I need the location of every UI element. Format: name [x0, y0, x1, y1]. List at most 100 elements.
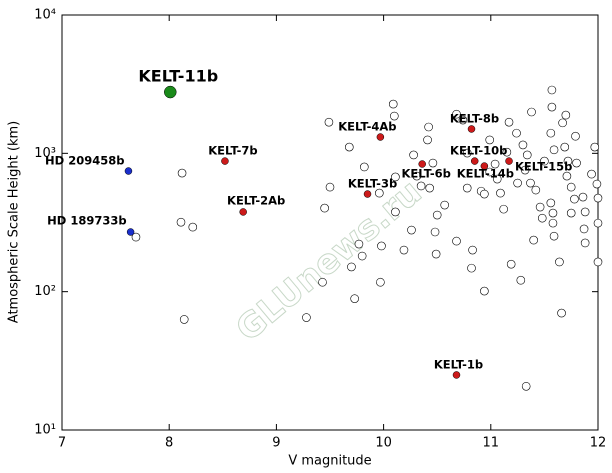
point — [547, 85, 557, 95]
point — [388, 99, 398, 109]
point — [354, 239, 364, 249]
point — [179, 315, 189, 324]
point — [590, 142, 600, 152]
point — [431, 249, 441, 259]
point — [425, 183, 434, 193]
highlight-point — [239, 208, 247, 216]
point-label: KELT-4Ab — [338, 120, 396, 134]
point — [325, 182, 335, 192]
highlight-point — [124, 167, 133, 175]
point — [537, 213, 547, 223]
point — [462, 148, 472, 158]
highlight-point — [376, 133, 385, 141]
y-tick-label: 10² — [34, 284, 56, 299]
point-label: KELT-11b — [138, 67, 218, 86]
point — [579, 224, 589, 234]
point-label: KELT-10b — [450, 144, 507, 158]
point — [502, 147, 512, 157]
point — [357, 251, 367, 261]
point — [520, 165, 530, 175]
point — [131, 232, 141, 242]
x-tick-label: 8 — [165, 436, 173, 451]
point — [480, 189, 489, 199]
point — [555, 257, 564, 267]
point — [560, 142, 570, 152]
point — [490, 159, 500, 169]
point — [458, 115, 468, 125]
highlight-point — [505, 157, 513, 165]
point — [452, 109, 461, 119]
highlight-point — [452, 371, 461, 379]
point — [578, 192, 588, 202]
y-tick-label: 10³ — [34, 146, 56, 161]
point — [360, 162, 369, 172]
point-label: KELT-7b — [208, 144, 257, 158]
point — [344, 142, 354, 152]
point — [412, 171, 422, 181]
point — [540, 156, 549, 166]
point — [580, 238, 590, 248]
point-label: KELT-1b — [434, 357, 483, 371]
point — [521, 381, 531, 391]
point — [535, 202, 545, 212]
highlight-point — [164, 85, 177, 99]
point-label: KELT-14b — [457, 167, 514, 181]
point — [563, 156, 573, 166]
point — [390, 111, 399, 121]
point — [440, 200, 450, 210]
point — [572, 158, 581, 168]
x-tick-label: 11 — [483, 436, 500, 451]
point — [561, 110, 571, 120]
point — [302, 313, 311, 322]
point — [529, 235, 538, 245]
point — [423, 135, 432, 145]
point — [593, 193, 603, 203]
point — [496, 188, 505, 198]
point — [407, 225, 416, 235]
y-axis-label: Atmospheric Scale Height (km) — [7, 121, 22, 323]
highlight-point — [221, 157, 229, 165]
highlight-point — [418, 160, 426, 168]
highlight-point — [363, 190, 372, 198]
point — [516, 275, 526, 285]
point — [548, 218, 558, 228]
highlight-point — [480, 162, 489, 170]
point — [399, 245, 409, 255]
point-label: HD 209458b — [45, 154, 124, 168]
point — [375, 188, 384, 198]
point-label: KELT-6b — [402, 167, 451, 181]
point — [546, 198, 556, 208]
point — [462, 183, 472, 193]
point-label: HD 189733b — [47, 213, 126, 227]
point — [432, 210, 442, 220]
point — [350, 294, 359, 303]
point — [467, 263, 476, 273]
point — [452, 236, 461, 246]
x-axis-label: V magnitude — [288, 454, 371, 469]
point — [580, 207, 590, 217]
point — [320, 203, 329, 213]
point — [377, 241, 386, 251]
point — [548, 208, 558, 218]
x-tick-label: 9 — [272, 436, 280, 451]
point — [376, 277, 385, 287]
point — [547, 102, 557, 112]
point — [391, 172, 400, 182]
point — [593, 257, 603, 267]
y-tick-label: 10¹ — [34, 423, 56, 438]
point — [549, 231, 559, 241]
point-label: KELT-3b — [348, 177, 397, 191]
point-label: KELT-8b — [450, 111, 499, 125]
point — [557, 308, 566, 318]
point — [531, 185, 541, 195]
point — [318, 277, 327, 287]
x-tick-label: 7 — [58, 436, 66, 451]
point — [566, 182, 576, 192]
point — [480, 286, 489, 296]
point — [527, 107, 536, 117]
point — [566, 208, 576, 218]
point — [512, 128, 521, 138]
point — [391, 207, 400, 217]
point — [587, 169, 596, 179]
